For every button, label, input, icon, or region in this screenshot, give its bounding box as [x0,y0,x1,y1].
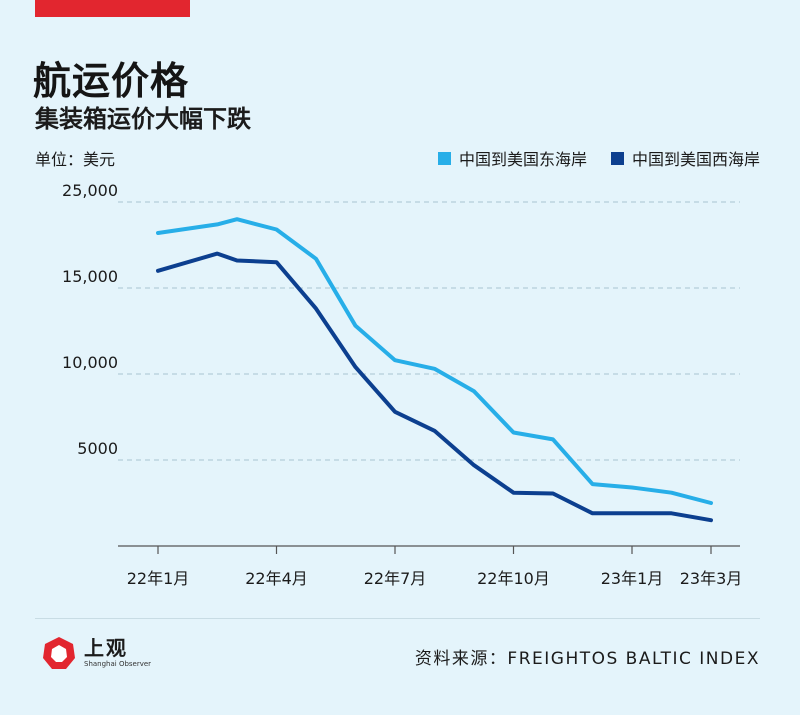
top-accent-bar [35,0,190,17]
legend-label-east-coast: 中国到美国东海岸 [458,150,587,169]
shanghai-observer-logo: 上观 Shanghai Observer [42,636,151,670]
chart-title: 航运价格 [33,59,190,103]
y-tick-label: 5000 [77,439,118,458]
y-tick-label: 15,000 [62,267,118,286]
logo-text-cn: 上观 [84,636,128,660]
x-tick-label: 23年1月 [601,569,664,588]
legend-item-east-coast: 中国到美国东海岸 [437,146,587,170]
source-note: 资料来源：FREIGHTOS BALTIC INDEX [414,649,760,669]
logo-icon [43,637,75,669]
x-tick-label: 22年1月 [127,569,190,588]
footer-divider [35,618,760,619]
legend-swatch-west-coast [610,151,624,165]
legend: 中国到美国东海岸 中国到美国西海岸 [437,146,760,170]
legend-swatch-east-coast [437,151,451,165]
series-line-east-coast [156,217,713,505]
y-tick-label: 10,000 [62,353,118,372]
legend-label-west-coast: 中国到美国西海岸 [631,150,760,169]
chart-subtitle: 集装箱运价大幅下跌 [35,105,251,133]
y-tick-label: 25,000 [62,181,118,200]
x-tick-label: 23年3月 [680,569,743,588]
x-tick-label: 22年10月 [477,569,550,588]
x-tick-label: 22年4月 [245,569,308,588]
logo-text-en: Shanghai Observer [84,660,152,668]
unit-label: 单位：美元 [35,150,116,169]
legend-item-west-coast: 中国到美国西海岸 [610,146,760,170]
series-line-west-coast [156,251,713,523]
x-tick-label: 22年7月 [364,569,427,588]
